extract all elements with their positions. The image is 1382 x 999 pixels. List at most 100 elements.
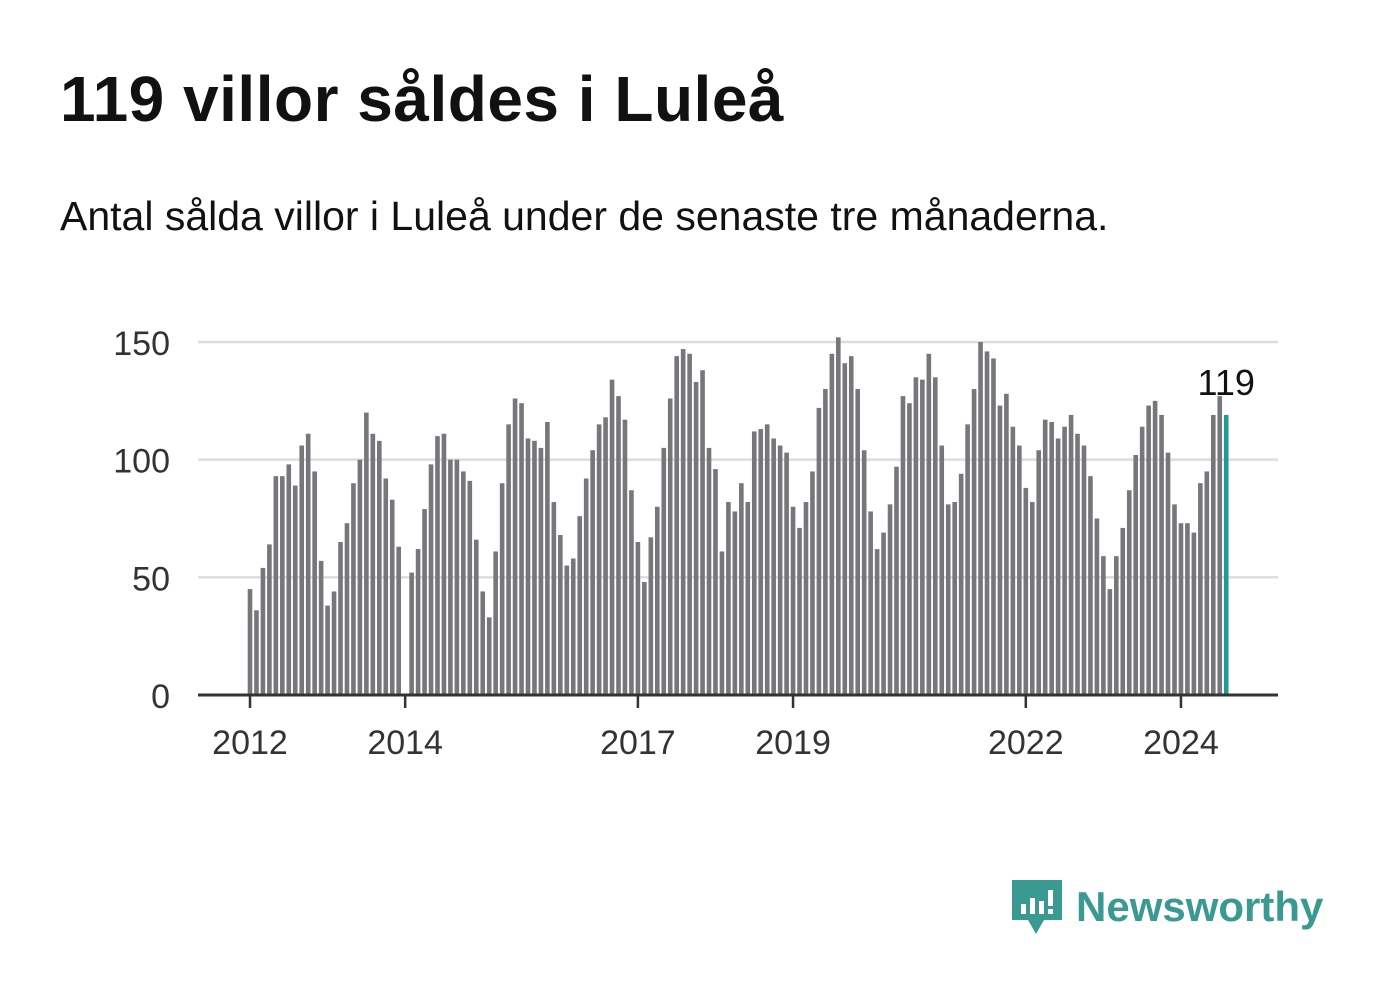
bar <box>499 483 505 695</box>
bar <box>823 389 828 695</box>
bar <box>829 353 835 695</box>
chart-subtitle: Antal sålda villor i Luleå under de sena… <box>60 193 1109 239</box>
bar <box>920 379 925 695</box>
bar <box>764 424 770 695</box>
bar <box>978 342 983 695</box>
bar <box>454 459 460 695</box>
x-tick-label: 2019 <box>755 724 831 762</box>
bar <box>1204 471 1210 695</box>
bar <box>415 549 421 695</box>
bar <box>654 506 660 695</box>
bar <box>874 549 880 695</box>
bar <box>939 445 945 695</box>
bar <box>1029 502 1035 695</box>
bar <box>1152 400 1158 695</box>
bar <box>435 436 440 695</box>
bar <box>448 459 453 695</box>
bar <box>583 478 589 695</box>
bar <box>1178 523 1184 695</box>
bar <box>855 389 861 695</box>
x-tick-label: 2014 <box>367 724 443 762</box>
bar <box>848 356 854 695</box>
bar <box>745 502 751 695</box>
bar <box>719 551 725 695</box>
bar <box>732 511 738 695</box>
bar <box>693 382 699 695</box>
bar <box>493 551 498 695</box>
bar <box>1010 426 1016 695</box>
bar <box>932 377 938 695</box>
bar <box>383 478 389 695</box>
bar <box>331 591 337 695</box>
bar <box>1146 405 1151 695</box>
bar <box>1172 504 1177 695</box>
x-tick-label: 2012 <box>212 724 288 762</box>
bar <box>409 572 414 695</box>
bar <box>260 567 266 695</box>
bar <box>280 476 285 695</box>
bar <box>913 377 919 695</box>
bar <box>286 464 292 695</box>
bar <box>318 560 324 695</box>
bar <box>616 396 621 695</box>
bar <box>629 490 634 695</box>
bar <box>1217 396 1223 695</box>
bar <box>1088 476 1093 695</box>
bar <box>480 591 486 695</box>
bar <box>1036 450 1042 695</box>
bar <box>577 516 583 695</box>
bar <box>642 582 647 695</box>
bar <box>635 542 641 695</box>
bar <box>1004 393 1009 695</box>
bar <box>926 353 932 695</box>
bar <box>389 499 395 695</box>
bar <box>247 589 253 695</box>
bar <box>1114 556 1119 695</box>
bar <box>751 431 757 695</box>
bar <box>267 544 272 695</box>
newsworthy-logo-icon <box>1012 880 1062 934</box>
bar <box>842 363 848 695</box>
bar <box>726 502 731 695</box>
bar <box>525 438 531 695</box>
bar <box>1101 556 1106 695</box>
bar <box>312 471 317 695</box>
brand-name: Newsworthy <box>1076 883 1324 930</box>
bar <box>273 476 279 695</box>
bar <box>590 450 595 695</box>
bar <box>486 617 492 695</box>
bar <box>1062 426 1067 695</box>
bar <box>816 407 822 695</box>
bar <box>1023 487 1029 695</box>
bar <box>519 403 524 695</box>
bar <box>784 452 789 695</box>
bar <box>1075 433 1080 695</box>
bar <box>771 438 776 695</box>
bar <box>1139 426 1145 695</box>
page-title: 119 villor såldes i Luleå <box>60 63 784 135</box>
bar <box>661 447 667 695</box>
bar <box>952 502 957 695</box>
bar <box>1210 414 1216 695</box>
bar <box>344 523 350 695</box>
bar <box>887 504 893 695</box>
bar <box>1017 445 1022 695</box>
bar <box>965 424 970 695</box>
bar <box>396 546 401 695</box>
y-tick-label: 150 <box>113 325 170 363</box>
brand: Newsworthy <box>1010 876 1323 938</box>
bar <box>441 433 447 695</box>
bar <box>338 542 343 695</box>
bar <box>958 473 964 695</box>
bar <box>428 464 434 695</box>
bar <box>473 539 479 695</box>
bar <box>370 433 376 695</box>
bar <box>667 398 673 695</box>
bar <box>1049 422 1054 695</box>
bar <box>700 370 705 695</box>
bar <box>674 356 679 695</box>
bar <box>1126 490 1132 695</box>
bar <box>706 447 712 695</box>
y-tick-label: 50 <box>132 560 170 598</box>
